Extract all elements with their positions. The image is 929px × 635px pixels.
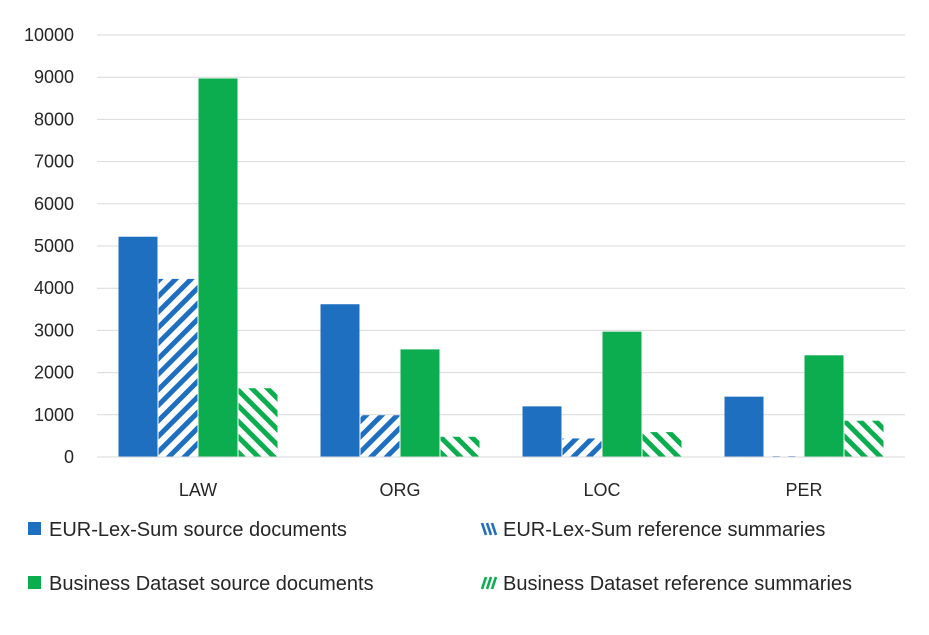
- bar-per-series-4: [844, 420, 884, 457]
- legend-item: EUR-Lex-Sum reference summaries: [480, 519, 825, 541]
- y-tick-label: 9000: [34, 67, 74, 87]
- bar-law-series-4: [238, 388, 278, 457]
- bar-org-series-3: [400, 349, 440, 457]
- bar-per-series-3: [804, 355, 844, 457]
- bar-org-series-1: [320, 304, 360, 457]
- y-tick-label: 10000: [24, 25, 74, 45]
- bar-loc-series-1: [522, 406, 562, 457]
- y-tick-label: 4000: [34, 278, 74, 298]
- x-axis-category-labels: LAW ORG LOC PER: [179, 480, 823, 500]
- y-tick-label: 1000: [34, 405, 74, 425]
- y-tick-label: 8000: [34, 109, 74, 129]
- y-tick-label: 3000: [34, 320, 74, 340]
- legend-item: EUR-Lex-Sum source documents: [28, 519, 347, 541]
- x-category-label: PER: [785, 480, 822, 500]
- legend: EUR-Lex-Sum source documents EUR-Lex-Sum …: [28, 519, 852, 595]
- y-tick-label: 5000: [34, 236, 74, 256]
- x-category-label: LAW: [179, 480, 217, 500]
- x-category-label: LOC: [583, 480, 620, 500]
- y-tick-label: 2000: [34, 363, 74, 383]
- y-tick-label: 6000: [34, 194, 74, 214]
- legend-swatch-hatched: [480, 522, 498, 536]
- bar-org-series-2: [360, 415, 400, 457]
- legend-label: EUR-Lex-Sum reference summaries: [503, 519, 825, 541]
- bar-per-series-1: [724, 396, 764, 457]
- legend-item: Business Dataset source documents: [28, 573, 374, 595]
- bar-loc-series-3: [602, 331, 642, 457]
- legend-label: Business Dataset source documents: [49, 573, 374, 595]
- bar-law-series-2: [158, 278, 198, 457]
- legend-swatch: [28, 576, 41, 589]
- legend-label: EUR-Lex-Sum source documents: [49, 519, 347, 541]
- y-tick-label: 7000: [34, 152, 74, 172]
- legend-swatch-hatched: [480, 576, 498, 590]
- bar-loc-series-4: [642, 432, 682, 457]
- bar-loc-series-2: [562, 438, 602, 457]
- legend-swatch: [28, 522, 41, 535]
- bar-law-series-1: [118, 236, 158, 457]
- bar-org-series-4: [440, 436, 480, 457]
- y-tick-label: 0: [64, 447, 74, 467]
- y-axis-tick-labels: 0 1000 2000 3000 4000 5000 6000 7000 8000 9000 100…: [24, 25, 74, 467]
- bar-law-series-3: [198, 78, 238, 457]
- bars: [118, 78, 884, 457]
- legend-label: Business Dataset reference summaries: [503, 573, 852, 595]
- legend-item: Business Dataset reference summaries: [480, 573, 852, 595]
- x-category-label: ORG: [379, 480, 420, 500]
